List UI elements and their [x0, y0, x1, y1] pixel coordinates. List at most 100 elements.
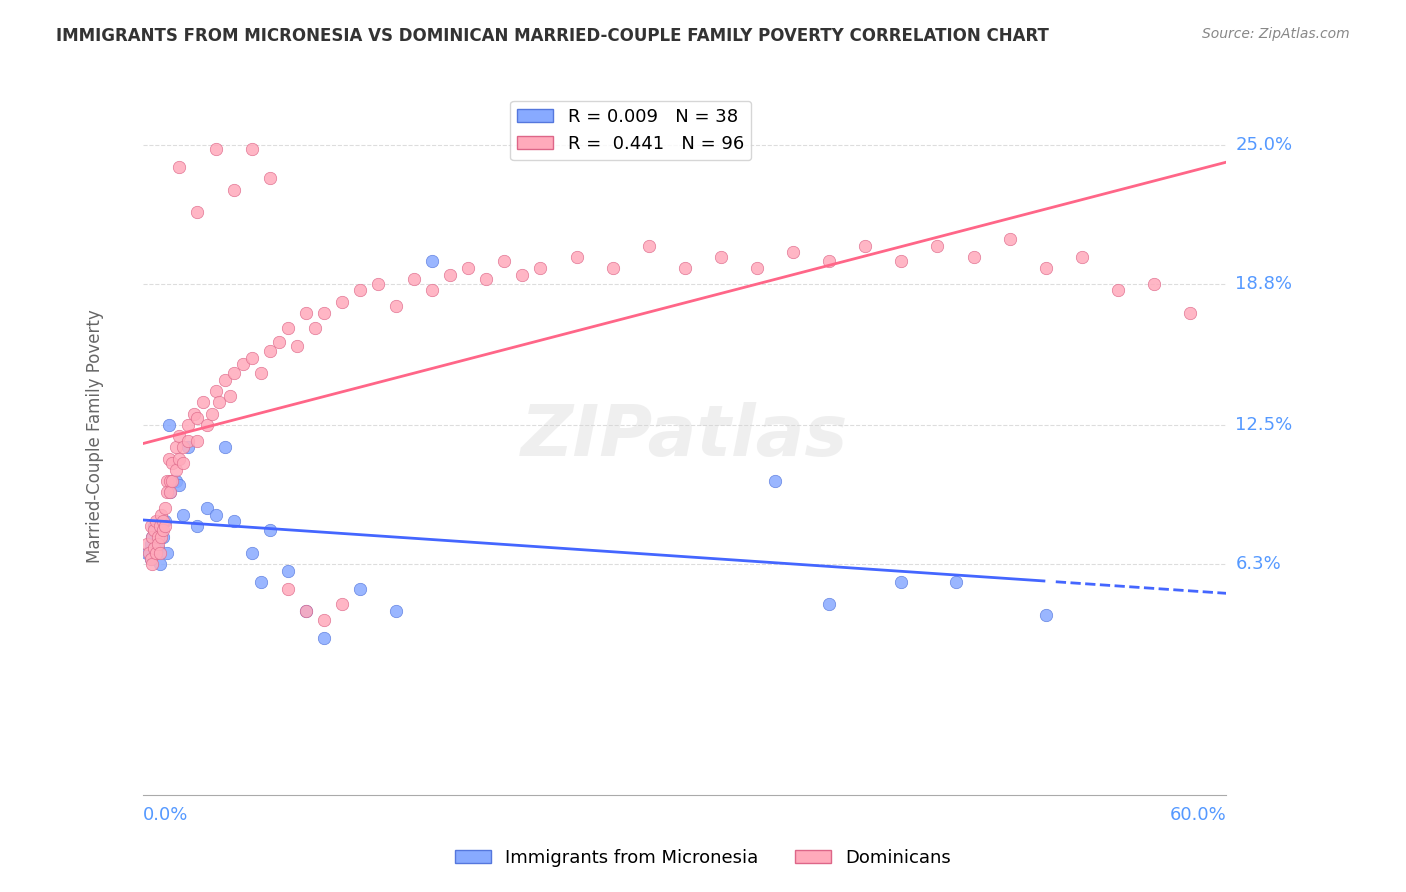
Point — [349, 582, 371, 596]
Text: 12.5%: 12.5% — [1236, 416, 1292, 434]
Point — [259, 523, 281, 537]
Point — [183, 407, 205, 421]
Point — [259, 343, 281, 358]
Point — [565, 250, 588, 264]
Point — [141, 530, 163, 544]
Point — [249, 367, 271, 381]
Text: 18.8%: 18.8% — [1236, 275, 1292, 293]
Point — [240, 142, 263, 156]
Point — [204, 142, 226, 156]
Point — [214, 440, 236, 454]
Point — [141, 557, 163, 571]
Point — [214, 373, 236, 387]
Text: ZIPatlas: ZIPatlas — [522, 401, 848, 471]
Point — [145, 514, 167, 528]
Point — [159, 485, 181, 500]
Point — [602, 260, 624, 275]
Point — [169, 160, 191, 174]
Point — [143, 518, 166, 533]
Point — [294, 604, 316, 618]
Point — [150, 530, 173, 544]
Point — [150, 508, 173, 522]
Point — [818, 597, 841, 611]
Point — [782, 245, 804, 260]
Point — [277, 321, 299, 335]
Point — [177, 434, 200, 448]
Point — [312, 631, 335, 645]
Point — [294, 306, 316, 320]
Point — [673, 260, 696, 275]
Point — [152, 514, 174, 528]
Point — [267, 334, 290, 349]
Point — [1035, 608, 1057, 623]
Legend: Immigrants from Micronesia, Dominicans: Immigrants from Micronesia, Dominicans — [447, 842, 959, 874]
Point — [312, 613, 335, 627]
Point — [186, 411, 208, 425]
Point — [637, 238, 659, 252]
Point — [157, 417, 180, 432]
Point — [153, 518, 176, 533]
Point — [890, 574, 912, 589]
Point — [160, 474, 183, 488]
Text: 0.0%: 0.0% — [143, 806, 188, 824]
Point — [159, 474, 181, 488]
Point — [160, 474, 183, 488]
Point — [160, 456, 183, 470]
Point — [146, 537, 169, 551]
Point — [710, 250, 733, 264]
Point — [927, 238, 949, 252]
Point — [349, 284, 371, 298]
Point — [330, 294, 353, 309]
Point — [186, 434, 208, 448]
Point — [143, 523, 166, 537]
Point — [148, 546, 170, 560]
Point — [139, 552, 162, 566]
Point — [1035, 260, 1057, 275]
Point — [219, 389, 242, 403]
Point — [145, 546, 167, 560]
Point — [529, 260, 551, 275]
Point — [153, 514, 176, 528]
Text: 60.0%: 60.0% — [1170, 806, 1226, 824]
Point — [259, 171, 281, 186]
Point — [285, 339, 308, 353]
Point — [439, 268, 461, 282]
Point — [139, 537, 162, 551]
Point — [818, 254, 841, 268]
Point — [138, 546, 160, 560]
Point — [136, 537, 159, 551]
Text: 25.0%: 25.0% — [1236, 136, 1292, 153]
Point — [150, 523, 173, 537]
Point — [148, 557, 170, 571]
Point — [177, 417, 200, 432]
Point — [853, 238, 876, 252]
Point — [195, 500, 218, 515]
Point — [962, 250, 984, 264]
Point — [1178, 306, 1201, 320]
Point — [165, 440, 187, 454]
Text: IMMIGRANTS FROM MICRONESIA VS DOMINICAN MARRIED-COUPLE FAMILY POVERTY CORRELATIO: IMMIGRANTS FROM MICRONESIA VS DOMINICAN … — [56, 27, 1049, 45]
Point — [222, 182, 245, 196]
Point — [330, 597, 353, 611]
Point — [139, 518, 162, 533]
Point — [745, 260, 768, 275]
Point — [294, 604, 316, 618]
Point — [277, 582, 299, 596]
Point — [208, 395, 231, 409]
Point — [186, 205, 208, 219]
Point — [141, 530, 163, 544]
Point — [191, 395, 214, 409]
Point — [156, 485, 179, 500]
Point — [945, 574, 967, 589]
Point — [152, 523, 174, 537]
Point — [139, 552, 162, 566]
Point — [204, 508, 226, 522]
Point — [195, 417, 218, 432]
Text: Source: ZipAtlas.com: Source: ZipAtlas.com — [1202, 27, 1350, 41]
Point — [222, 367, 245, 381]
Point — [157, 451, 180, 466]
Text: 6.3%: 6.3% — [1236, 555, 1281, 573]
Legend: R = 0.009   N = 38, R =  0.441   N = 96: R = 0.009 N = 38, R = 0.441 N = 96 — [510, 101, 751, 161]
Point — [165, 474, 187, 488]
Point — [232, 357, 254, 371]
